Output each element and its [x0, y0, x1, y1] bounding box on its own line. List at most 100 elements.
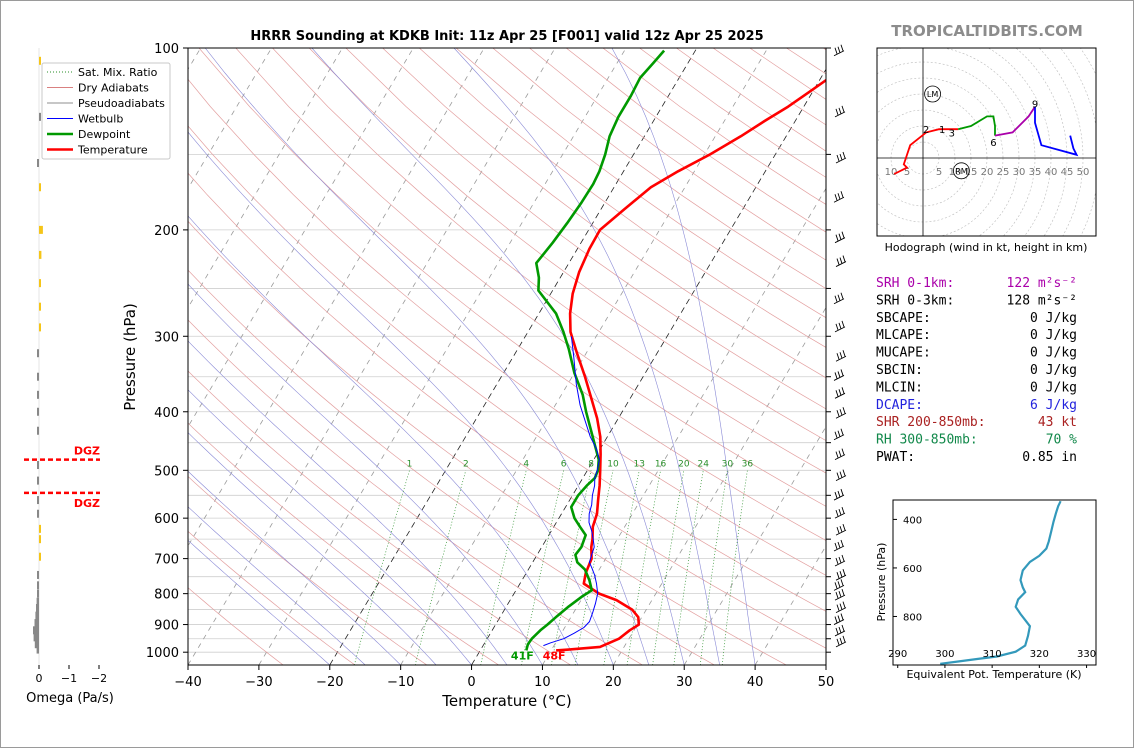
- pseudoadiabat-line: [453, 48, 720, 665]
- skewt-x-tick-label: 40: [747, 675, 764, 690]
- dry-adiabat-line: [786, 48, 826, 75]
- wetbulb-line: [543, 336, 600, 647]
- omega-bar: [37, 476, 39, 485]
- dry-adiabat-line: [198, 48, 826, 541]
- omega-bar: [37, 349, 39, 358]
- storm-motion-marker: [953, 162, 970, 180]
- mixing-ratio-label: 6: [561, 459, 567, 469]
- omega-x-tick-label: 0: [36, 672, 43, 685]
- mixing-ratio-line: [480, 470, 527, 665]
- omega-bar: [39, 112, 41, 121]
- skewt-legend: Sat. Mix. Ratio Dry Adiabats Pseudoadiabat…: [41, 62, 171, 160]
- wind-barb: [833, 488, 845, 501]
- wind-barb: [834, 320, 846, 333]
- theta-e-x-tick-label: 300: [935, 649, 954, 660]
- stat-label: MLCAPE:: [876, 328, 931, 343]
- temperature-line: [556, 78, 826, 652]
- omega-bar: [39, 225, 43, 234]
- omega-bar: [37, 426, 39, 435]
- wind-barb: [833, 579, 845, 591]
- dgz-label: DGZ: [74, 445, 100, 458]
- pseudoadiabat-line: [188, 470, 401, 665]
- skewt-x-tick-label: 30: [676, 675, 693, 690]
- stat-value: 6 J/kg: [1030, 398, 1077, 413]
- dry-adiabat-line: [188, 172, 826, 649]
- mixing-ratio-line: [603, 470, 640, 665]
- theta-e-y-tick-label: 800: [903, 612, 922, 623]
- storm-motion-label: RM: [955, 167, 968, 176]
- legend-entry: Sat. Mix. Ratio: [78, 66, 158, 79]
- pseudoadiabat-line: [188, 389, 472, 665]
- skewt-y-tick-label: 800: [154, 588, 179, 603]
- omega-x-tick-label: −2: [91, 672, 107, 685]
- height-label: 9: [1032, 100, 1038, 111]
- stat-label: SBCAPE:: [876, 311, 931, 326]
- mixing-ratio-line: [721, 470, 748, 665]
- mixing-ratio-label: 16: [655, 459, 667, 469]
- skewt-y-tick-label: 900: [154, 619, 179, 634]
- pseudoadiabat-line: [188, 539, 330, 665]
- isotherm-line: [825, 664, 826, 665]
- omega-bar: [39, 279, 41, 288]
- skewt-x-tick-label: 10: [534, 675, 551, 690]
- legend-entry: Dewpoint: [78, 128, 131, 141]
- height-label: 3: [949, 128, 955, 139]
- dewpoint-line: [525, 49, 666, 651]
- wind-barb: [834, 387, 846, 399]
- skewt-y-tick-label: 600: [154, 512, 179, 527]
- skewt-ylabel: Pressure (hPa): [121, 303, 139, 411]
- wind-barb: [833, 539, 845, 552]
- omega-bar: [36, 604, 39, 613]
- wind-barb: [833, 613, 845, 625]
- hodograph-tick-label: 30: [1013, 167, 1026, 178]
- stat-label: SHR 200-850mb:: [876, 415, 986, 430]
- wind-barb: [833, 428, 845, 441]
- wind-barb: [834, 507, 846, 519]
- wind-barb: [835, 469, 847, 482]
- omega-x-tick-label: −1: [61, 672, 77, 685]
- mixing-ratio-label: 8: [588, 459, 594, 469]
- storm-motion-label: LM: [927, 90, 938, 99]
- stat-label: MUCAPE:: [876, 346, 931, 361]
- hodograph-segment: [957, 115, 996, 136]
- skewt-axes: 41F 48F −40 −30 −20 −10 0 10 20 30 40 50 100 200 300 40…: [146, 42, 834, 690]
- dry-adiabat-line: [188, 530, 356, 665]
- theta-e-x-tick-label: 290: [888, 649, 907, 660]
- hodograph-title: Hodograph (wind in kt, height in km): [885, 241, 1088, 254]
- isotherm-line: [542, 187, 826, 665]
- mixing-ratio-line: [699, 470, 728, 665]
- legend-entry: Wetbulb: [78, 113, 123, 126]
- mixing-ratio-label: 30: [722, 459, 734, 469]
- hodograph-tick-label: 5: [904, 167, 910, 178]
- hodograph-tick-label: 40: [1045, 167, 1058, 178]
- dry-adiabat-line: [188, 269, 715, 665]
- stat-value: 0 J/kg: [1030, 328, 1077, 343]
- hodograph-trace: LM RM 12 3 6 9: [893, 85, 1079, 180]
- omega-bar: [37, 461, 39, 470]
- wind-barb: [835, 255, 847, 267]
- skewt-y-tick-label: 700: [154, 553, 179, 568]
- hodograph-frame: [876, 47, 1097, 237]
- mixing-ratio-label: 36: [742, 459, 754, 469]
- omega-bar: [37, 589, 39, 598]
- hodograph-tick-label: 10: [949, 167, 962, 178]
- mixing-ratio-label: 24: [698, 459, 710, 469]
- wind-barb: [833, 191, 845, 203]
- legend-entry: Dry Adiabats: [78, 82, 149, 95]
- skewt-y-tick-label: 200: [154, 224, 179, 239]
- wind-barb: [833, 292, 845, 305]
- stat-value: 0.85 in: [1022, 450, 1077, 465]
- mixing-ratio-line: [652, 470, 685, 665]
- omega-bar: [37, 581, 39, 590]
- theta-e-y-tick-label: 400: [903, 515, 922, 526]
- omega-bar: [37, 158, 39, 167]
- hodograph-tick-label: 50: [1077, 167, 1090, 178]
- skewt-title: HRRR Sounding at KDKB Init: 11z Apr 25 […: [250, 29, 763, 44]
- stat-value: 0 J/kg: [1030, 380, 1077, 395]
- dry-adiabat-line: [188, 125, 826, 612]
- skewt-y-tick-label: 300: [154, 330, 179, 345]
- omega-bar: [33, 633, 39, 642]
- pseudoadiabat-line: [311, 48, 685, 665]
- mixing-ratio-label: 1: [407, 459, 413, 469]
